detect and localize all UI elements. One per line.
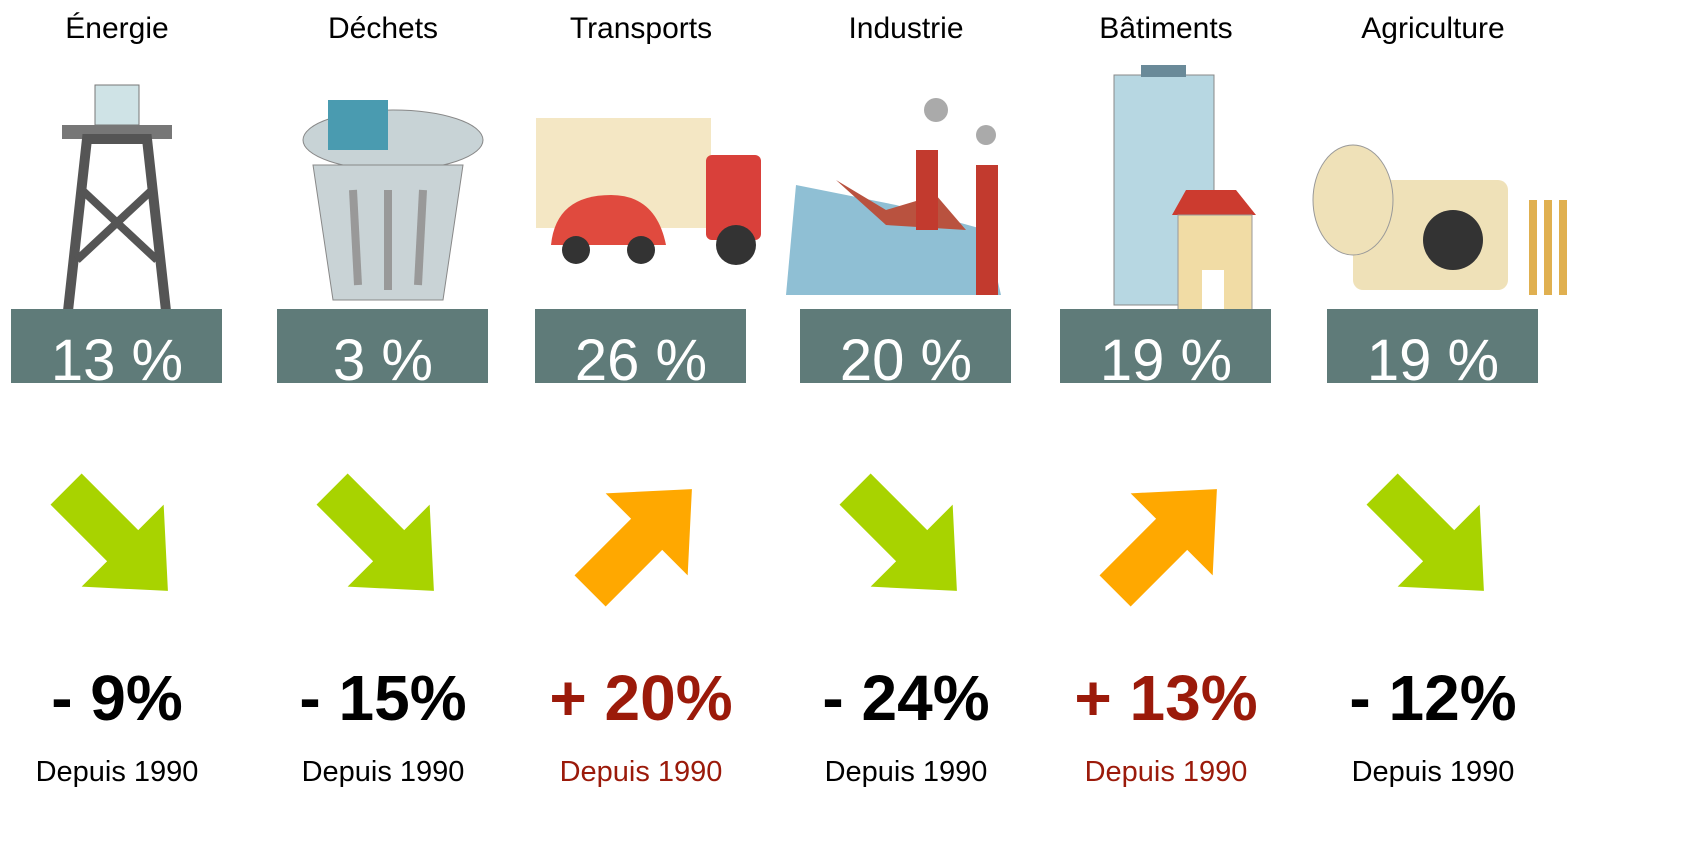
change-value: + 13%: [1074, 662, 1257, 734]
change-value: - 15%: [299, 662, 466, 734]
sector-name: Industrie: [848, 12, 963, 45]
since-label: Depuis 1990: [1085, 756, 1248, 788]
trend-arrow: [25, 448, 209, 632]
factory-illustration: [786, 98, 1001, 295]
trend-arrow: [1074, 448, 1258, 632]
change-value: + 20%: [549, 662, 732, 734]
page: Énergie 13 % - 9% Depuis 1990 Déchets 3 % - 15…: [0, 0, 1686, 843]
building-illustration: [1114, 65, 1256, 320]
trend-arrow: [1341, 448, 1525, 632]
since-label: Depuis 1990: [36, 756, 199, 788]
since-label: Depuis 1990: [1352, 756, 1515, 788]
share-value: 13 %: [51, 328, 183, 393]
since-label: Depuis 1990: [560, 756, 723, 788]
cow-illustration: [1313, 145, 1563, 295]
since-label: Depuis 1990: [825, 756, 988, 788]
since-label: Depuis 1990: [302, 756, 465, 788]
tower-illustration: [62, 85, 172, 320]
sector-name: Bâtiments: [1099, 12, 1232, 45]
bin-illustration: [303, 100, 483, 300]
share-value: 3 %: [333, 328, 433, 393]
share-value: 19 %: [1100, 328, 1232, 393]
truck-illustration: [536, 118, 761, 265]
change-value: - 24%: [822, 662, 989, 734]
change-value: - 12%: [1349, 662, 1516, 734]
sector-name: Énergie: [65, 12, 168, 45]
trend-arrow: [291, 448, 475, 632]
trend-arrow: [814, 448, 998, 632]
infographic: Énergie 13 % - 9% Depuis 1990 Déchets 3 % - 15…: [0, 0, 1686, 843]
share-value: 19 %: [1367, 328, 1499, 393]
change-value: - 9%: [51, 662, 183, 734]
trend-arrow: [549, 448, 733, 632]
share-value: 26 %: [575, 328, 707, 393]
share-value: 20 %: [840, 328, 972, 393]
sector-name: Agriculture: [1361, 12, 1504, 45]
sector-name: Déchets: [328, 12, 438, 45]
sector-name: Transports: [570, 12, 712, 45]
